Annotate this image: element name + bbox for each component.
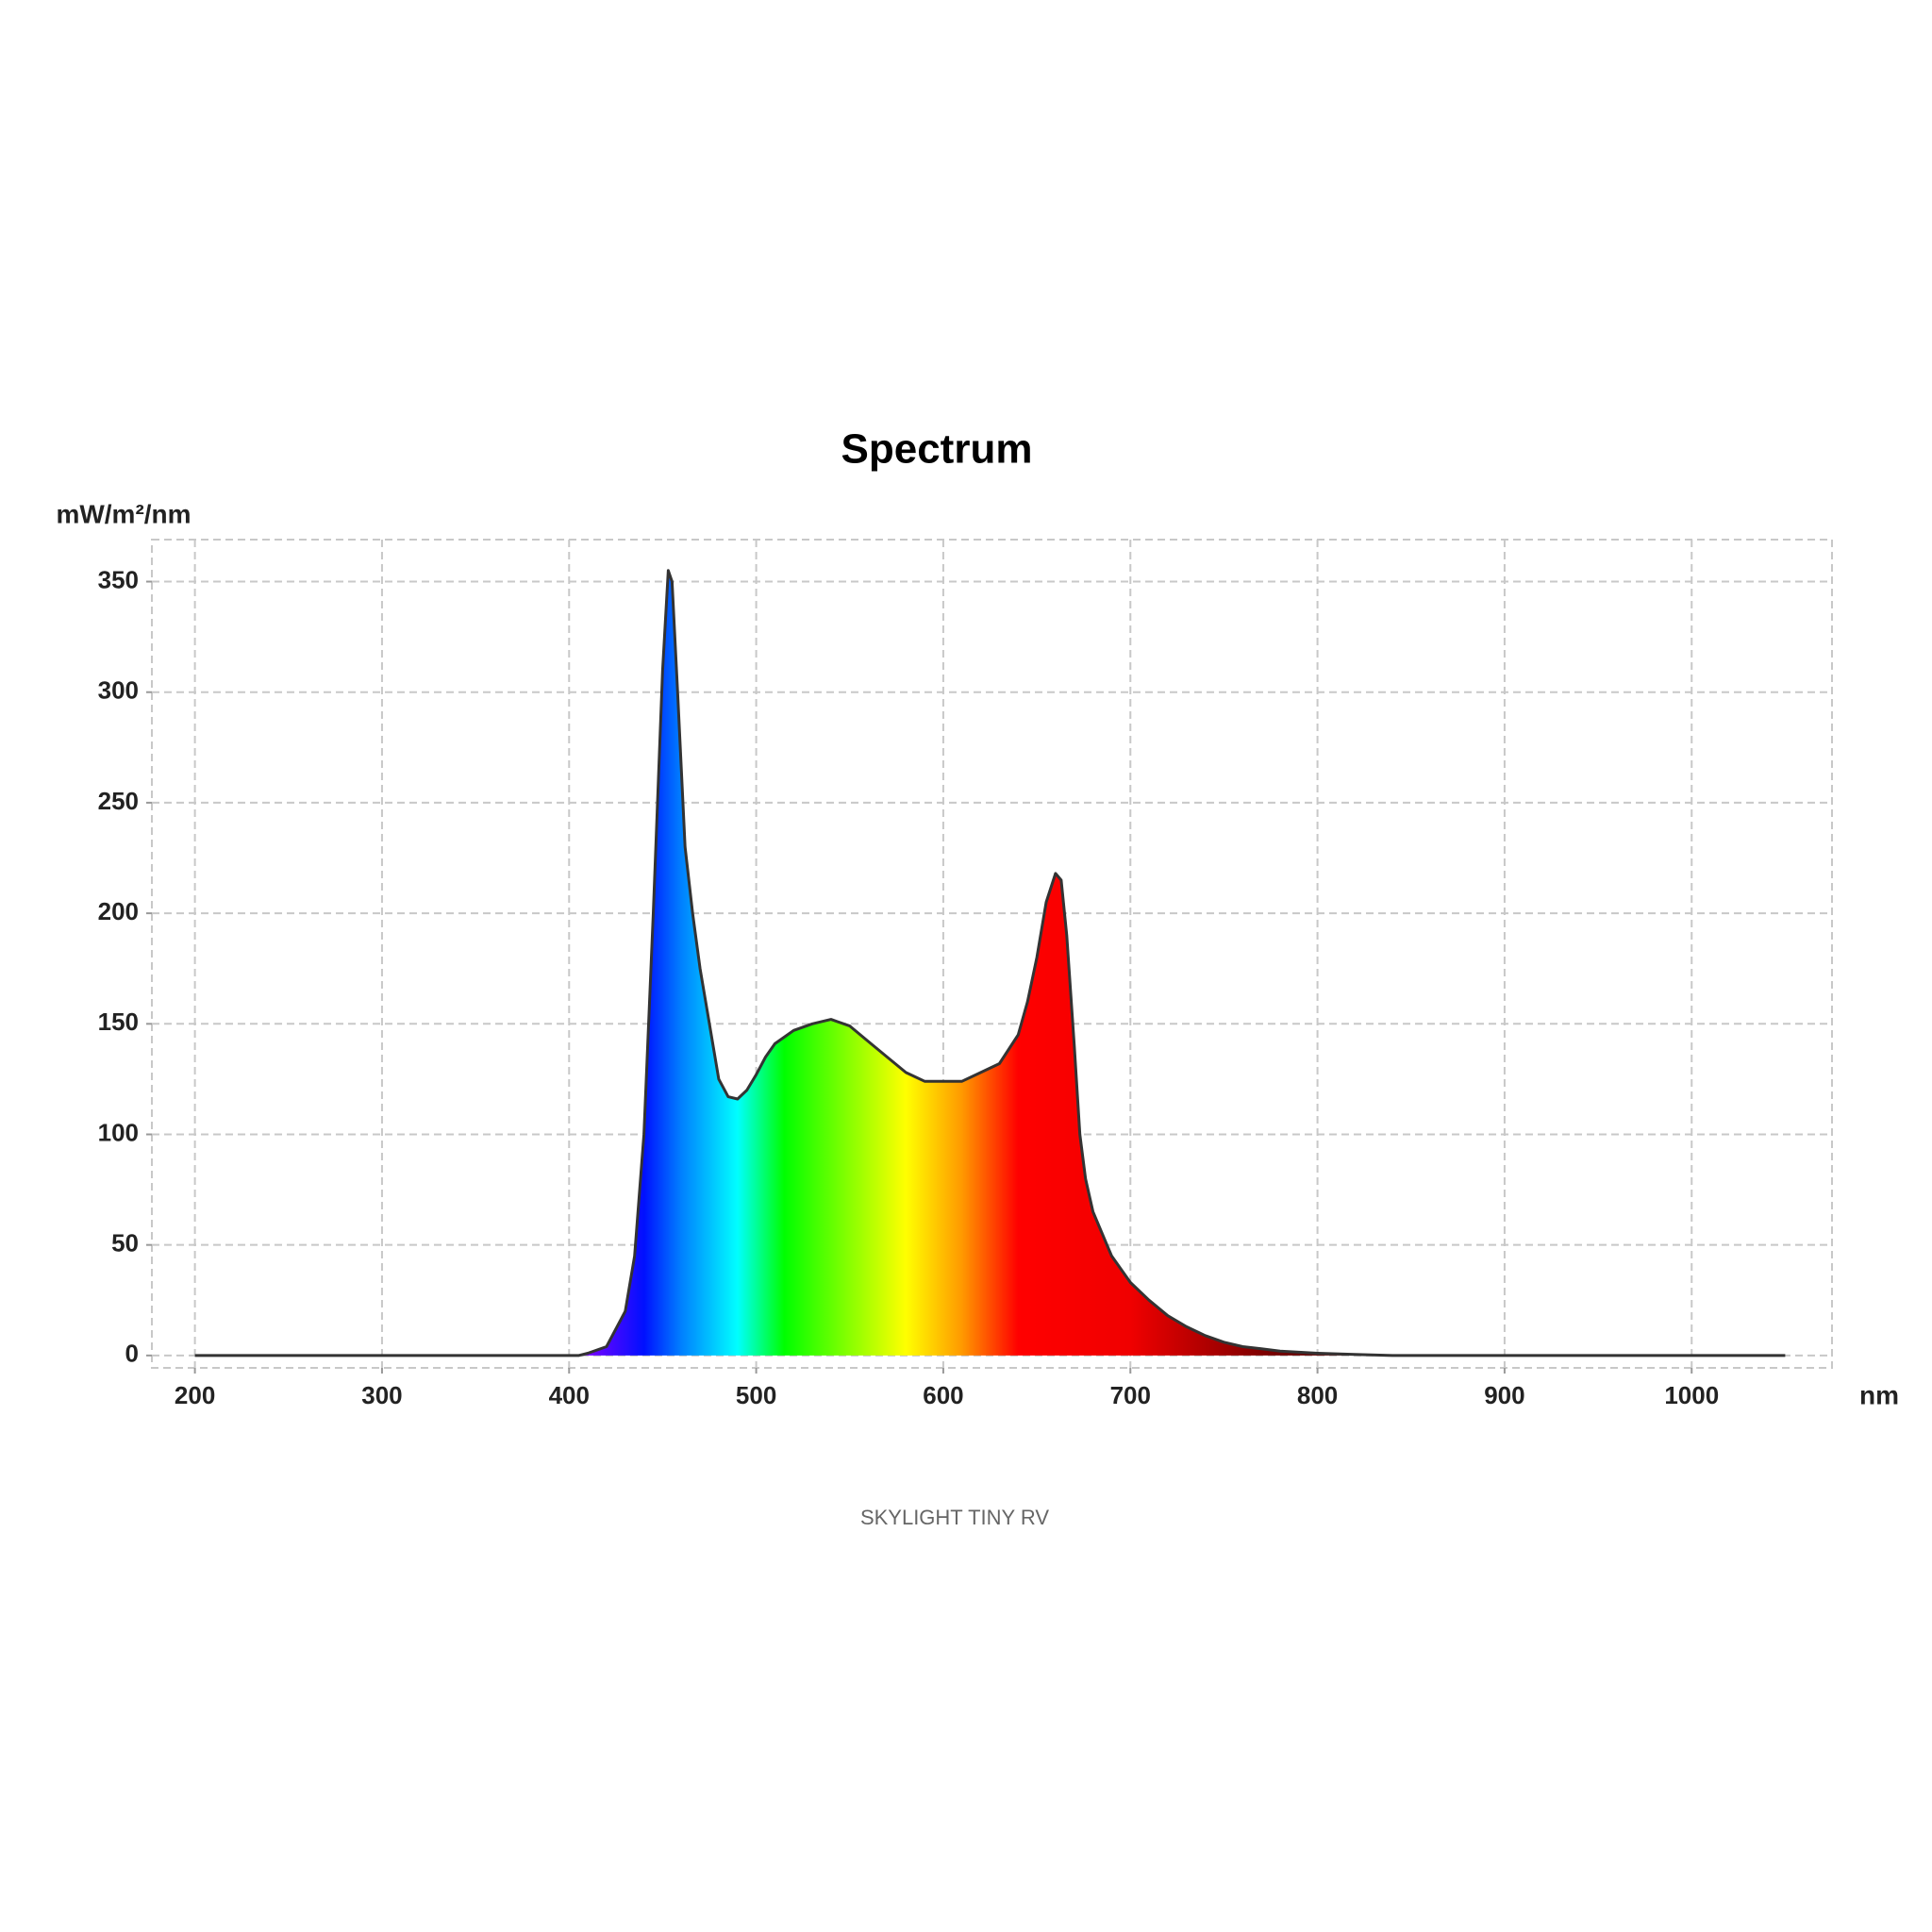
y-tick-label: 150: [98, 1008, 139, 1036]
y-axis-label: mW/m²/nm: [56, 499, 191, 528]
x-tick-label: 1000: [1664, 1381, 1719, 1409]
spectrum-line: [194, 569, 1786, 1357]
plot-frame: [151, 539, 1833, 1369]
x-tick-label: 600: [923, 1381, 963, 1409]
y-tick-label: 300: [98, 676, 139, 705]
x-axis-label: nm: [1859, 1380, 1899, 1409]
x-tick-label: 300: [361, 1381, 402, 1409]
x-tick-label: 700: [1110, 1381, 1151, 1409]
x-tick-label: 800: [1297, 1381, 1338, 1409]
chart-title: Spectrum: [841, 426, 1033, 473]
x-tick-label: 200: [175, 1381, 215, 1409]
y-tick-label: 0: [125, 1340, 139, 1368]
y-tick-label: 200: [98, 897, 139, 925]
spectrum-area: [194, 570, 1786, 1356]
x-tick-label: 900: [1484, 1381, 1524, 1409]
y-tick-label: 250: [98, 787, 139, 815]
footer: SKYLIGHT TINY RV: [860, 1506, 1049, 1529]
y-tick-label: 50: [111, 1229, 139, 1257]
y-tick-label: 350: [98, 565, 139, 593]
x-tick-label: 400: [549, 1381, 590, 1409]
y-tick-label: 100: [98, 1118, 139, 1146]
x-tick-label: 500: [736, 1381, 776, 1409]
